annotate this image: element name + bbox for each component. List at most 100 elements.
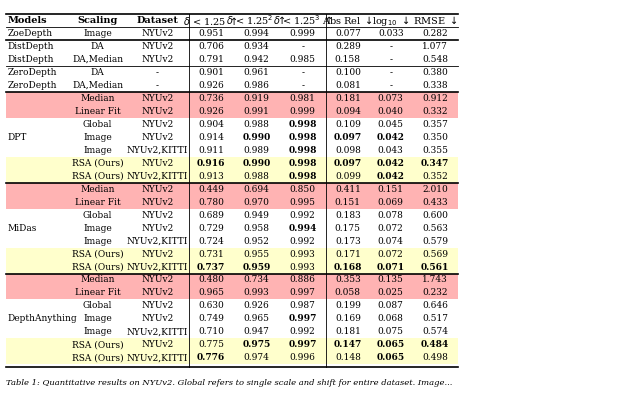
Text: 0.169: 0.169 (335, 314, 361, 324)
Text: 0.776: 0.776 (196, 353, 225, 363)
Text: 0.075: 0.075 (378, 327, 404, 336)
Bar (6, 157, 458, 170)
Text: NYUv2,KITTI: NYUv2,KITTI (127, 146, 188, 155)
Text: 2.010: 2.010 (422, 185, 448, 194)
Text: 0.965: 0.965 (243, 314, 269, 324)
Text: 0.411: 0.411 (335, 185, 361, 194)
Text: 0.926: 0.926 (198, 81, 224, 90)
Text: 0.517: 0.517 (422, 314, 448, 324)
Text: 0.994: 0.994 (243, 29, 269, 38)
Text: 0.173: 0.173 (335, 237, 361, 245)
Text: MiDas: MiDas (8, 224, 37, 233)
Text: 0.077: 0.077 (335, 29, 361, 38)
Text: 0.087: 0.087 (378, 302, 404, 310)
Text: RMSE $\downarrow$: RMSE $\downarrow$ (413, 15, 457, 26)
Text: NYUv2: NYUv2 (141, 275, 173, 284)
Text: Linear Fit: Linear Fit (75, 107, 120, 116)
Text: Abs Rel $\downarrow$: Abs Rel $\downarrow$ (323, 15, 373, 26)
Text: 0.097: 0.097 (334, 159, 362, 168)
Text: 0.955: 0.955 (243, 249, 269, 259)
Text: 0.355: 0.355 (422, 146, 448, 155)
Text: DistDepth: DistDepth (8, 55, 54, 64)
Text: 0.926: 0.926 (198, 107, 224, 116)
Text: NYUv2: NYUv2 (141, 340, 173, 349)
Text: 0.181: 0.181 (335, 327, 361, 336)
Text: 0.168: 0.168 (333, 263, 362, 271)
Text: 0.736: 0.736 (198, 94, 224, 103)
Text: 0.042: 0.042 (377, 133, 404, 142)
Text: Linear Fit: Linear Fit (75, 198, 120, 207)
Text: 0.181: 0.181 (335, 94, 361, 103)
Text: -: - (389, 55, 392, 64)
Text: -: - (389, 68, 392, 77)
Text: 0.094: 0.094 (335, 107, 361, 116)
Text: 0.646: 0.646 (422, 302, 448, 310)
Text: 0.914: 0.914 (198, 133, 224, 142)
Text: 0.033: 0.033 (378, 29, 404, 38)
Text: Linear Fit: Linear Fit (75, 288, 120, 298)
Text: -: - (301, 68, 304, 77)
Text: RSA (Ours): RSA (Ours) (72, 353, 124, 363)
Text: 0.630: 0.630 (198, 302, 224, 310)
Text: RSA (Ours): RSA (Ours) (72, 263, 124, 271)
Text: 0.886: 0.886 (290, 275, 316, 284)
Text: 0.947: 0.947 (243, 327, 269, 336)
Text: DA: DA (91, 42, 104, 51)
Text: 0.994: 0.994 (289, 224, 317, 233)
Text: NYUv2: NYUv2 (141, 224, 173, 233)
Text: 0.919: 0.919 (243, 94, 269, 103)
Text: DA: DA (91, 68, 104, 77)
Text: 0.916: 0.916 (196, 159, 225, 168)
Text: 0.199: 0.199 (335, 302, 361, 310)
Text: RSA (Ours): RSA (Ours) (72, 172, 124, 181)
Text: ZeroDepth: ZeroDepth (8, 81, 57, 90)
Text: Global: Global (83, 120, 112, 129)
Text: DA,Median: DA,Median (72, 81, 123, 90)
Bar (6, 261, 458, 273)
Text: 0.065: 0.065 (377, 353, 404, 363)
Text: -: - (389, 81, 392, 90)
Text: 0.951: 0.951 (198, 29, 224, 38)
Text: log$_{10}$ $\downarrow$: log$_{10}$ $\downarrow$ (372, 14, 410, 28)
Text: 0.069: 0.069 (378, 198, 404, 207)
Text: Image: Image (83, 146, 112, 155)
Text: 1.077: 1.077 (422, 42, 448, 51)
Text: -: - (156, 68, 159, 77)
Text: 0.724: 0.724 (198, 237, 224, 245)
Text: NYUv2: NYUv2 (141, 42, 173, 51)
Text: 0.901: 0.901 (198, 68, 224, 77)
Text: 0.109: 0.109 (335, 120, 361, 129)
Text: Dataset: Dataset (136, 16, 179, 25)
Text: 0.097: 0.097 (334, 133, 362, 142)
Text: -: - (389, 42, 392, 51)
Text: 0.993: 0.993 (290, 249, 316, 259)
Text: 0.991: 0.991 (243, 107, 269, 116)
Text: 0.380: 0.380 (422, 68, 448, 77)
Text: 0.992: 0.992 (290, 211, 316, 220)
Text: 0.974: 0.974 (243, 353, 269, 363)
Text: NYUv2: NYUv2 (141, 55, 173, 64)
Text: 0.729: 0.729 (198, 224, 224, 233)
Text: NYUv2: NYUv2 (141, 29, 173, 38)
Text: 0.352: 0.352 (422, 172, 448, 181)
Text: 0.995: 0.995 (290, 198, 316, 207)
Text: 0.289: 0.289 (335, 42, 361, 51)
Text: 0.694: 0.694 (243, 185, 269, 194)
Text: 0.965: 0.965 (198, 288, 224, 298)
Text: NYUv2: NYUv2 (141, 94, 173, 103)
Text: 0.942: 0.942 (243, 55, 269, 64)
Text: 0.731: 0.731 (198, 249, 224, 259)
Text: Global: Global (83, 211, 112, 220)
Text: 0.282: 0.282 (422, 29, 448, 38)
Text: 0.042: 0.042 (377, 159, 404, 168)
Text: Scaling: Scaling (77, 16, 118, 25)
Text: 0.689: 0.689 (198, 211, 224, 220)
Text: 0.981: 0.981 (290, 94, 316, 103)
Text: 0.135: 0.135 (378, 275, 404, 284)
Text: 0.975: 0.975 (242, 340, 271, 349)
Text: 0.987: 0.987 (290, 302, 316, 310)
Text: 0.158: 0.158 (335, 55, 361, 64)
Text: 0.990: 0.990 (242, 159, 271, 168)
Text: -: - (156, 81, 159, 90)
Text: 0.357: 0.357 (422, 120, 448, 129)
